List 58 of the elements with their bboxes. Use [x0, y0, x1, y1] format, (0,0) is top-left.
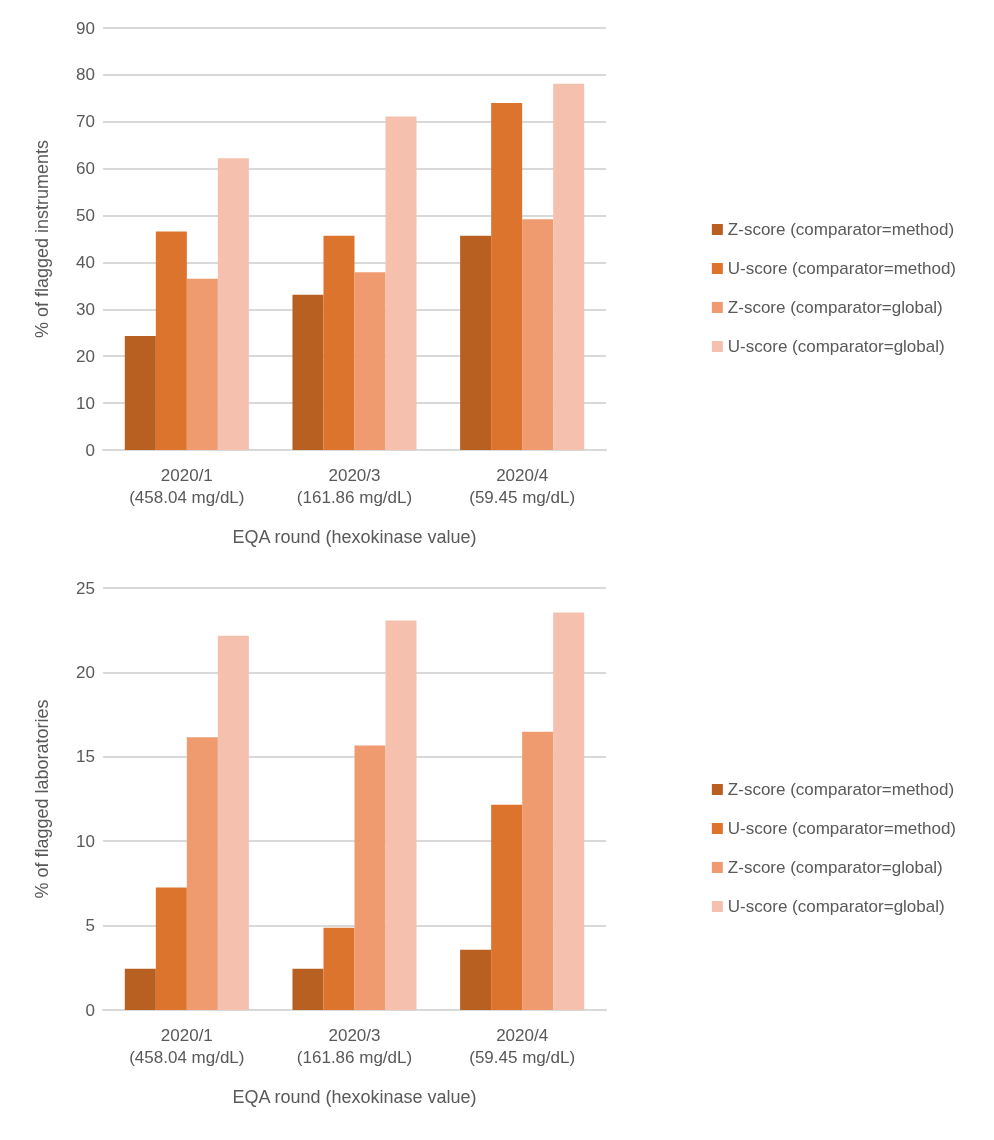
legend-label: U-score (comparator=method) — [727, 819, 957, 838]
y-tick-label: 70 — [76, 112, 95, 132]
x-axis-title: EQA round (hexokinase value) — [232, 527, 477, 547]
x-tick-label: 2020/1 (458.04 mg/dL) — [129, 465, 245, 507]
bar — [323, 235, 355, 450]
bar — [460, 949, 492, 1010]
y-tick-label: 10 — [76, 831, 95, 851]
bar — [522, 731, 554, 1010]
bar — [522, 219, 554, 450]
legend-label: U-score (comparator=global) — [727, 897, 945, 916]
x-axis-title: EQA round (hexokinase value) — [232, 1087, 477, 1107]
x-tick-label: 2020/4 (59.45 mg/dL) — [469, 1025, 576, 1067]
bar — [155, 231, 187, 450]
bar — [186, 737, 218, 1010]
y-tick-label: 25 — [76, 578, 95, 598]
x-tick-label: 2020/1 (458.04 mg/dL) — [129, 1025, 245, 1067]
bar — [323, 927, 355, 1010]
bar — [491, 103, 523, 450]
y-axis-title: % of flagged instruments — [32, 139, 52, 339]
y-tick-label: 20 — [76, 662, 95, 682]
y-tick-label: 60 — [76, 159, 95, 179]
y-tick-label: 0 — [85, 1000, 95, 1020]
bar — [460, 235, 492, 450]
y-tick-label: 20 — [76, 346, 95, 366]
bar — [186, 278, 218, 450]
bar — [155, 887, 187, 1010]
x-tick-label: 2020/4 (59.45 mg/dL) — [469, 465, 576, 507]
y-tick-label: 90 — [76, 18, 95, 38]
y-tick-label: 50 — [76, 206, 95, 226]
bar — [292, 294, 324, 450]
y-tick-label: 0 — [85, 440, 95, 460]
bar — [491, 804, 523, 1010]
y-tick-label: 80 — [76, 65, 95, 85]
y-tick-label: 30 — [76, 299, 95, 319]
bar — [292, 968, 324, 1010]
bar — [217, 635, 249, 1010]
legend-label: Z-score (comparator=method) — [727, 220, 955, 239]
bar — [124, 336, 156, 450]
bar — [217, 158, 249, 450]
bar — [124, 968, 156, 1010]
bar — [354, 745, 386, 1010]
x-tick-label: 2020/3 (161.86 mg/dL) — [296, 465, 413, 507]
y-tick-label: 40 — [76, 252, 95, 272]
bar — [385, 620, 417, 1010]
x-tick-label: 2020/3 (161.86 mg/dL) — [296, 1025, 413, 1067]
legend-label: Z-score (comparator=method) — [727, 780, 955, 799]
bar — [354, 272, 386, 450]
bar — [553, 612, 585, 1010]
legend-label: Z-score (comparator=global) — [727, 858, 943, 877]
y-tick-label: 10 — [76, 393, 95, 413]
y-tick-label: 5 — [85, 916, 95, 936]
legend-label: U-score (comparator=global) — [727, 337, 945, 356]
legend-label: U-score (comparator=method) — [727, 259, 957, 278]
bar — [385, 116, 417, 450]
y-tick-label: 15 — [76, 747, 95, 767]
legend-label: Z-score (comparator=global) — [727, 298, 943, 317]
bar — [553, 83, 585, 450]
y-axis-title: % of flagged laboratories — [32, 699, 52, 899]
